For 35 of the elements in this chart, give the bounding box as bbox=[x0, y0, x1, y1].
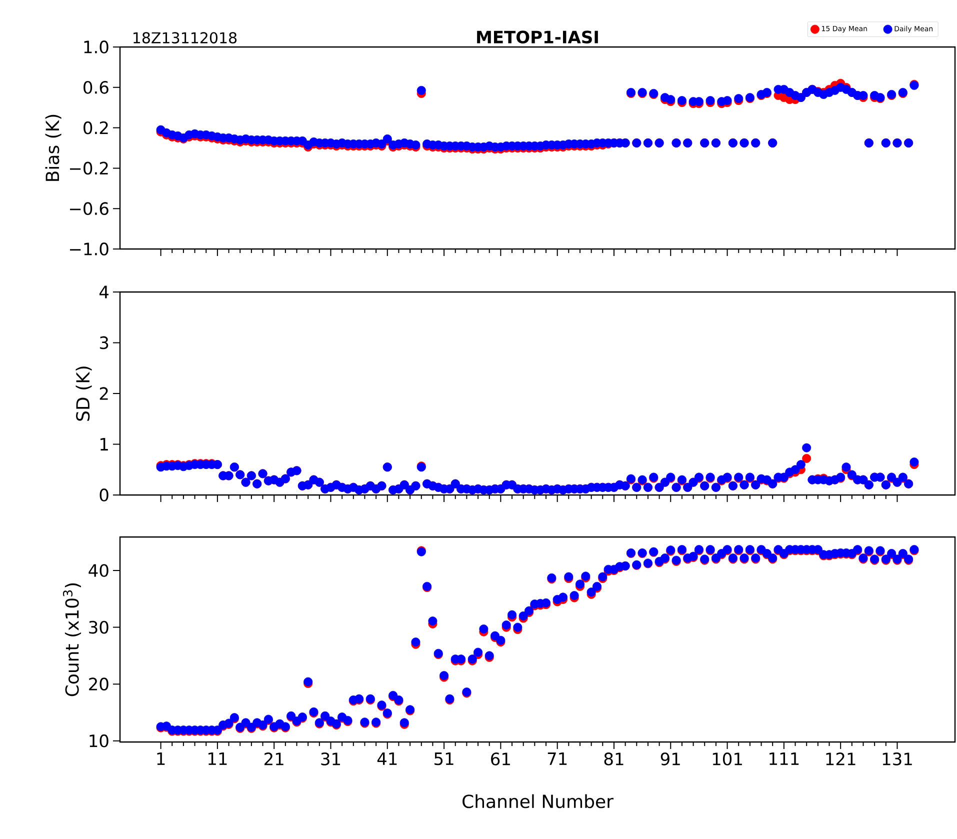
x-tick-label: 131 bbox=[882, 752, 912, 766]
y-axis-title: Count (x10$^{3}$) bbox=[62, 583, 81, 696]
x-tick-label: 1 bbox=[157, 752, 165, 765]
y-tick-label: 4 bbox=[99, 286, 109, 298]
x-axis-title: Channel Number bbox=[462, 794, 614, 808]
x-tick-label: 111 bbox=[770, 752, 799, 765]
y-tick-label: 20 bbox=[89, 678, 108, 690]
y-tick-label: −0.2 bbox=[70, 162, 108, 175]
x-tick-label: 121 bbox=[826, 752, 856, 766]
text: 18Z13112018 bbox=[134, 32, 237, 44]
chart-title: METOP1-IASI bbox=[477, 30, 598, 44]
y-tick-label: −1.0 bbox=[70, 242, 108, 256]
y-tick-label: 0.2 bbox=[84, 121, 108, 134]
y-axis-title: SD (K) bbox=[76, 366, 92, 421]
x-tick-label: 31 bbox=[321, 752, 340, 766]
y-axis-title: Bias (K) bbox=[45, 114, 62, 181]
x-tick-label: 51 bbox=[434, 752, 454, 766]
y-tick-label: 0.6 bbox=[84, 80, 108, 94]
x-tick-label: 61 bbox=[491, 752, 510, 766]
y-tick-label: 40 bbox=[88, 564, 108, 577]
x-tick-label: 11 bbox=[208, 752, 227, 765]
y-tick-label: −0.6 bbox=[70, 202, 108, 216]
y-tick-label: 30 bbox=[89, 620, 108, 634]
y-tick-label: 2 bbox=[100, 387, 108, 400]
y-tick-label: 3 bbox=[100, 336, 108, 350]
x-tick-label: 71 bbox=[548, 752, 567, 765]
x-tick-label: 21 bbox=[264, 752, 284, 766]
y-tick-label: 1 bbox=[100, 438, 108, 450]
x-tick-label: 41 bbox=[377, 752, 397, 765]
x-tick-label: 81 bbox=[604, 752, 624, 766]
y-tick-label: 10 bbox=[90, 734, 108, 748]
x-tick-label: 91 bbox=[660, 752, 680, 766]
x-tick-label: 101 bbox=[712, 752, 742, 766]
y-tick-label: 0 bbox=[100, 488, 108, 502]
y-tick-label: 1.0 bbox=[84, 40, 108, 54]
